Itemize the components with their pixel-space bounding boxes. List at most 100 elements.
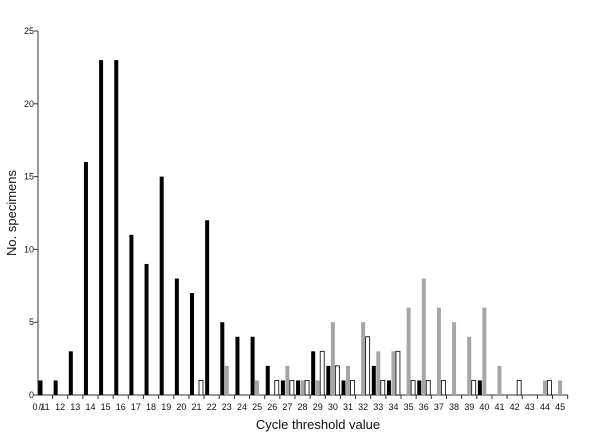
bar-series-1-28 — [296, 380, 301, 395]
bar-series-2-25 — [255, 380, 260, 395]
x-tick-label: 34 — [388, 402, 398, 412]
bar-series-3-21 — [198, 380, 204, 396]
bar-series-1-36 — [417, 380, 422, 395]
bar-series-3-33 — [380, 380, 386, 396]
bar-series-2-29 — [315, 380, 320, 395]
x-tick-label: 33 — [373, 402, 383, 412]
y-tick-label: 10 — [24, 244, 34, 254]
x-tick-label: 25 — [252, 402, 262, 412]
bar-series-2-30 — [330, 322, 335, 395]
bar-series-3-39 — [471, 380, 477, 396]
x-tick-label: 45 — [555, 402, 565, 412]
x-tick-label: 14 — [85, 402, 95, 412]
bar-series-3-37 — [440, 380, 446, 396]
bar-series-2-40 — [482, 307, 487, 395]
bar-series-3-35 — [410, 380, 416, 396]
bar-series-1-27 — [280, 380, 285, 395]
bar-series-2-27 — [285, 365, 290, 395]
x-tick-label: 26 — [267, 402, 277, 412]
x-tick-label: 30 — [328, 402, 338, 412]
bar-series-2-32 — [361, 322, 366, 395]
bar-series-1-31 — [341, 380, 346, 395]
x-tick-label: 44 — [540, 402, 550, 412]
bars — [38, 60, 563, 396]
bar-series-1-23 — [220, 322, 225, 395]
bar-series-2-41 — [497, 365, 502, 395]
bar-series-3-32 — [365, 336, 371, 396]
x-tick-label: 40 — [479, 402, 489, 412]
bar-series-1-14 — [83, 162, 88, 395]
bar-series-2-44 — [542, 380, 547, 395]
x-axis: 0//11 12 13 14 15 16 17 18 19 20 21 22 23 24 25 26 27 28 2… — [32, 394, 569, 412]
x-tick-label: 23 — [222, 402, 232, 412]
x-axis-title: Cycle threshold value — [256, 417, 380, 432]
bar-series-1-30 — [326, 365, 331, 395]
x-tick-label: 35 — [404, 402, 414, 412]
x-zero-label: 0 — [32, 402, 37, 412]
x-tick-label: 20 — [176, 402, 186, 412]
x-tick-label: 27 — [282, 402, 292, 412]
x-tick-label: 16 — [116, 402, 126, 412]
bar-series-2-38 — [452, 322, 457, 395]
bar-series-2-45 — [558, 380, 563, 395]
x-tick-label: 36 — [419, 402, 429, 412]
bar-series-1-22 — [205, 220, 210, 395]
bar-series-1-12 — [53, 380, 58, 395]
bar-series-1-15 — [99, 60, 104, 396]
bar-series-1-11 — [38, 380, 43, 395]
bar-series-1-40 — [477, 380, 482, 395]
bar-series-1-17 — [129, 234, 134, 395]
bar-series-2-23 — [224, 365, 229, 395]
y-tick-label: 15 — [24, 172, 34, 182]
bar-series-2-33 — [376, 351, 381, 395]
bar-series-1-21 — [190, 293, 194, 395]
bar-series-2-37 — [436, 307, 441, 395]
y-tick-label: 0 — [29, 390, 34, 400]
bar-series-1-16 — [114, 60, 119, 396]
x-tick-label: 28 — [298, 402, 308, 412]
bar-series-1-13 — [68, 351, 73, 395]
bar-series-2-35 — [406, 307, 411, 395]
x-tick-label: 11 — [40, 402, 49, 412]
y-axis-title: No. specimens — [4, 170, 19, 256]
y-axis: 0 5 10 15 20 25 — [24, 26, 39, 400]
bar-series-3-29 — [319, 350, 325, 396]
bar-series-2-39 — [467, 336, 472, 395]
bar-series-2-31 — [346, 365, 350, 395]
bar-series-2-34 — [391, 351, 396, 395]
bar-series-3-36 — [425, 380, 431, 396]
x-tick-label: 22 — [207, 402, 217, 412]
x-tick-label: 15 — [101, 402, 111, 412]
bar-series-3-30 — [334, 365, 340, 396]
x-tick-label: 21 — [191, 402, 201, 412]
x-tick-label: 19 — [161, 402, 171, 412]
x-tick-label: 41 — [494, 402, 504, 412]
x-tick-label: 13 — [70, 402, 80, 412]
x-tick-label: 17 — [131, 402, 141, 412]
bar-series-1-25 — [250, 336, 255, 395]
x-tick-label: 12 — [55, 402, 65, 412]
x-tick-label: 39 — [464, 402, 474, 412]
bar-series-3-42 — [516, 380, 522, 396]
x-tick-label: 31 — [343, 402, 353, 412]
bar-series-1-26 — [265, 365, 270, 395]
x-tick-label: 43 — [525, 402, 535, 412]
y-tick-label: 25 — [24, 26, 34, 36]
y-tick-label: 20 — [24, 99, 34, 109]
bar-series-1-20 — [174, 278, 179, 395]
bar-series-1-29 — [311, 351, 316, 395]
bar-series-2-28 — [300, 380, 305, 395]
bar-series-1-19 — [159, 176, 164, 395]
bar-series-2-36 — [421, 278, 426, 395]
bar-series-3-26 — [274, 380, 280, 396]
x-tick-label: 29 — [313, 402, 323, 412]
x-tick-label: 24 — [237, 402, 247, 412]
bar-series-1-18 — [144, 263, 149, 395]
bar-series-3-27 — [289, 380, 295, 396]
bar-series-3-31 — [350, 380, 355, 396]
x-tick-label: 38 — [449, 402, 459, 412]
x-tick-label: 42 — [510, 402, 520, 412]
y-tick-label: 5 — [29, 317, 34, 327]
bar-series-3-44 — [547, 380, 552, 396]
